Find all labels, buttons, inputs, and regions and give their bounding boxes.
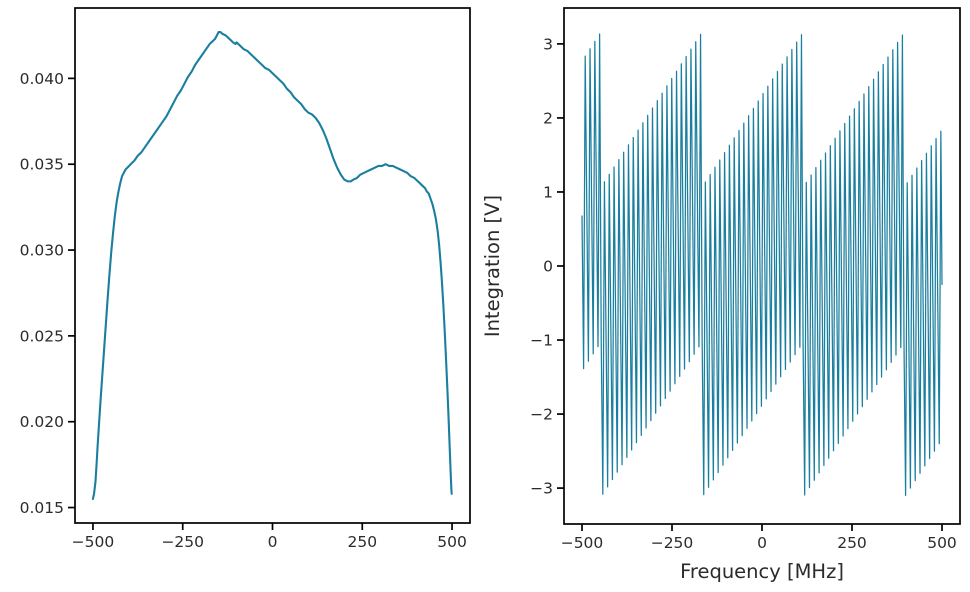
x-tick-label: 0	[268, 533, 278, 551]
amplitude-subplot: −500 −250 0 250 500 0.015 0.020 0.025 0.030 0.035…	[20, 7, 471, 551]
y-tick-label: 0.035	[20, 156, 64, 174]
y-tick-label: −3	[530, 480, 553, 498]
y-tick-label: 0.025	[20, 327, 64, 345]
x-tick-label: 500	[437, 533, 467, 551]
x-tick-label: 0	[757, 534, 767, 552]
y-tick-label: −2	[530, 406, 553, 424]
y-tick-label: 0.030	[20, 242, 64, 260]
data-line-integration-phase	[581, 33, 943, 496]
y-tick-label: 0	[543, 258, 553, 276]
y-tick-label: −1	[530, 332, 553, 350]
plot-frame	[74, 7, 471, 524]
y-tick-label: 2	[543, 109, 553, 127]
integration-subplot: −500 −250 0 250 500 −3 −2 −1 0 1 2 3	[530, 7, 961, 552]
y-tick-label: 1	[543, 183, 553, 201]
y-axis-label: Integration [V]	[481, 195, 504, 337]
x-axis-label: Frequency [MHz]	[680, 560, 844, 583]
x-tick-label: −500	[561, 534, 604, 552]
y-tick-label: 0.040	[20, 70, 64, 88]
x-tick-label: −500	[72, 533, 115, 551]
y-tick-label: 0.015	[20, 499, 64, 517]
x-tick-label: −250	[161, 533, 204, 551]
x-tick-label: 250	[347, 533, 377, 551]
y-tick-label: 0.020	[20, 413, 64, 431]
x-tick-label: 500	[927, 534, 957, 552]
data-line-amplitude-spectrum	[91, 30, 453, 501]
x-tick-label: 250	[837, 534, 867, 552]
y-tick-label: 3	[543, 35, 553, 53]
x-tick-label: −250	[651, 534, 694, 552]
